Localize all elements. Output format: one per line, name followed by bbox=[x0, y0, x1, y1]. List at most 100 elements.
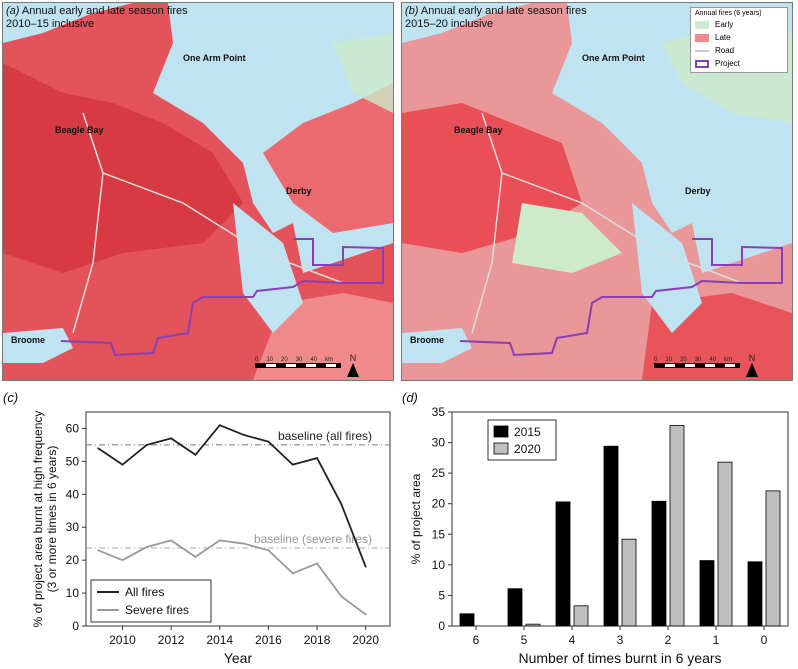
project-boundary-a bbox=[60, 238, 384, 357]
scale-tick: 30 bbox=[295, 357, 303, 363]
town-one-arm-point-b: One Arm Point bbox=[582, 53, 645, 63]
data-point bbox=[316, 457, 318, 459]
data-point bbox=[364, 565, 367, 568]
line-chart: 0 10 20 30 40 50 60 2010 2012 2014 2016 2018 2020 Yea… bbox=[31, 411, 391, 666]
bar-2015 bbox=[507, 588, 523, 627]
bar-2020 bbox=[765, 490, 781, 627]
x-axis-label: Year bbox=[224, 650, 253, 666]
x-tick-label: 2010 bbox=[109, 633, 136, 647]
y-tick-label: 60 bbox=[66, 421, 80, 435]
baseline-label: baseline (all fires) bbox=[278, 429, 372, 443]
map-legend: Annual fires (6 years) Early Late Road P… bbox=[690, 7, 788, 73]
legend-swatch bbox=[493, 425, 509, 438]
bar-2015 bbox=[651, 500, 667, 627]
bar-2015 bbox=[747, 561, 763, 627]
bar-2020 bbox=[621, 538, 637, 627]
legend-item-early: Early bbox=[695, 18, 783, 31]
data-point bbox=[243, 434, 245, 436]
map-legend-title: Annual fires (6 years) bbox=[695, 10, 762, 17]
y-tick-label: 0 bbox=[438, 619, 445, 633]
y-tick-label: 10 bbox=[432, 558, 446, 572]
town-derby-a: Derby bbox=[286, 186, 312, 196]
scale-bar-b: 0 10 20 30 40 km bbox=[654, 357, 740, 368]
panel-letter-a: (a) bbox=[6, 5, 20, 17]
legend-swatch-project bbox=[695, 59, 709, 68]
north-label: N bbox=[748, 353, 756, 363]
town-broome-a: Broome bbox=[11, 335, 46, 345]
scale-bar-a: 0 10 20 30 40 km bbox=[255, 357, 341, 368]
data-point bbox=[194, 555, 197, 558]
legend-box bbox=[90, 579, 212, 623]
legend-item-road: Road bbox=[695, 44, 783, 57]
data-point bbox=[97, 447, 100, 450]
x-tick-label: 2020 bbox=[352, 633, 379, 647]
scale-tick: 0 bbox=[255, 357, 259, 363]
legend-label: 2020 bbox=[514, 442, 541, 456]
map-a-title-line1: Annual early and late season fires bbox=[21, 5, 188, 17]
scale-tick: 10 bbox=[266, 357, 274, 363]
legend-swatch bbox=[493, 442, 509, 455]
y-tick-label: 40 bbox=[66, 487, 80, 501]
x-tick-label: 2018 bbox=[304, 633, 331, 647]
legend-label: Project bbox=[715, 59, 740, 68]
scale-tick: 40 bbox=[310, 357, 318, 363]
map-b-title: (b) Annual early and late season fires 2… bbox=[405, 5, 587, 31]
legend-label: Early bbox=[715, 20, 734, 29]
bar-2015 bbox=[603, 445, 619, 627]
data-point bbox=[291, 463, 294, 466]
scale-tick: 20 bbox=[281, 357, 288, 363]
scale-tick: 40 bbox=[709, 357, 717, 363]
map-a-title-line2: 2010–15 inclusive bbox=[6, 18, 95, 30]
y-axis-label-2: (3 or more times in 6 years) bbox=[45, 446, 59, 593]
bar-2020 bbox=[669, 425, 685, 627]
x-tick-label: 5 bbox=[521, 633, 528, 647]
legend-swatch-road bbox=[695, 49, 709, 52]
town-broome-b: Broome bbox=[410, 335, 445, 345]
map-panel-a: (a) Annual early and late season fires 2… bbox=[2, 2, 394, 381]
x-tick-label: 2014 bbox=[206, 633, 233, 647]
data-point bbox=[218, 424, 221, 427]
x-tick-label: 2 bbox=[665, 633, 672, 647]
north-arrow-icon: N bbox=[746, 353, 758, 377]
legend-label: Severe fires bbox=[125, 603, 189, 617]
data-point bbox=[340, 503, 343, 506]
data-point bbox=[218, 539, 221, 542]
map-b-title-line2: 2015–20 inclusive bbox=[405, 18, 494, 30]
x-tick-label: 2012 bbox=[158, 633, 185, 647]
x-tick-label: 2016 bbox=[255, 633, 282, 647]
bar-2015 bbox=[459, 613, 475, 627]
data-point bbox=[340, 595, 343, 598]
legend-label: Road bbox=[715, 46, 735, 55]
series-line-1 bbox=[97, 539, 367, 616]
y-tick-label: 30 bbox=[66, 520, 80, 534]
x-tick-label: 6 bbox=[473, 633, 480, 647]
x-tick-label: 3 bbox=[617, 633, 624, 647]
bar-2020 bbox=[573, 605, 589, 627]
town-derby-b: Derby bbox=[685, 186, 711, 196]
y-tick-label: 10 bbox=[66, 586, 80, 600]
y-tick-label: 50 bbox=[66, 454, 80, 468]
scale-tick: 0 bbox=[654, 357, 658, 363]
scale-tick: 20 bbox=[680, 357, 687, 363]
x-tick-label: 4 bbox=[569, 633, 576, 647]
y-tick-label: 20 bbox=[66, 553, 80, 567]
legend-label: 2015 bbox=[514, 425, 541, 439]
north-label: N bbox=[349, 353, 357, 363]
data-point bbox=[267, 549, 270, 552]
map-a-image bbox=[3, 3, 393, 380]
y-tick-label: 5 bbox=[438, 588, 445, 602]
data-point bbox=[145, 444, 148, 446]
legend-item-late: Late bbox=[695, 31, 783, 44]
x-axis-label: Number of times burnt in 6 years bbox=[518, 650, 721, 666]
data-point bbox=[291, 572, 294, 575]
data-point bbox=[145, 546, 148, 548]
data-point bbox=[121, 463, 124, 466]
y-tick-label: 0 bbox=[72, 619, 79, 633]
legend-label: All fires bbox=[125, 585, 164, 599]
map-a-title: (a) Annual early and late season fires 2… bbox=[6, 5, 188, 31]
scale-tick: 30 bbox=[694, 357, 702, 363]
bar-2015 bbox=[699, 560, 715, 627]
data-point bbox=[97, 549, 100, 552]
scale-unit: km bbox=[325, 357, 334, 363]
